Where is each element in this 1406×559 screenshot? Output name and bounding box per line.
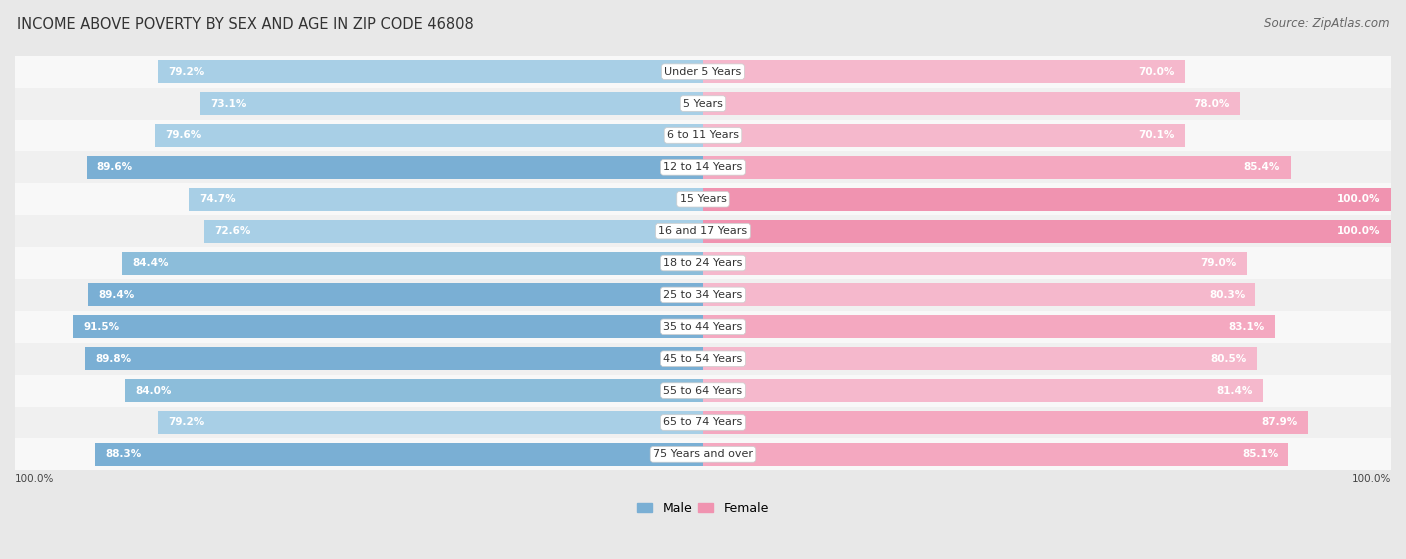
Text: 91.5%: 91.5% [84,322,120,332]
Bar [703,188,1391,211]
Text: 80.3%: 80.3% [1209,290,1246,300]
Bar [125,379,703,402]
Text: 55 to 64 Years: 55 to 64 Years [664,386,742,396]
Bar [155,124,703,147]
Bar [703,92,1240,115]
Bar [157,411,703,434]
Text: 89.8%: 89.8% [96,354,132,364]
Text: 100.0%: 100.0% [15,474,55,484]
Bar [15,120,1391,151]
Text: 84.4%: 84.4% [132,258,169,268]
Bar [86,347,703,370]
Text: 100.0%: 100.0% [1337,194,1381,204]
Text: 100.0%: 100.0% [1337,226,1381,236]
Text: Under 5 Years: Under 5 Years [665,67,741,77]
Bar [703,124,1185,147]
Text: 6 to 11 Years: 6 to 11 Years [666,130,740,140]
Text: 65 to 74 Years: 65 to 74 Years [664,418,742,428]
Text: 5 Years: 5 Years [683,98,723,108]
Text: INCOME ABOVE POVERTY BY SEX AND AGE IN ZIP CODE 46808: INCOME ABOVE POVERTY BY SEX AND AGE IN Z… [17,17,474,32]
Bar [703,283,1256,306]
Text: 85.4%: 85.4% [1244,162,1281,172]
Text: 74.7%: 74.7% [200,194,236,204]
Text: 83.1%: 83.1% [1229,322,1264,332]
Text: 15 Years: 15 Years [679,194,727,204]
Text: 16 and 17 Years: 16 and 17 Years [658,226,748,236]
Text: 80.5%: 80.5% [1211,354,1247,364]
Bar [122,252,703,274]
Text: 89.6%: 89.6% [97,162,134,172]
Bar [200,92,703,115]
Bar [703,347,1257,370]
Bar [703,156,1291,179]
Text: 78.0%: 78.0% [1192,98,1229,108]
Text: 18 to 24 Years: 18 to 24 Years [664,258,742,268]
Text: Source: ZipAtlas.com: Source: ZipAtlas.com [1264,17,1389,30]
Bar [703,220,1391,243]
Bar [15,343,1391,375]
Bar [15,88,1391,120]
Bar [703,252,1247,274]
Bar [703,443,1288,466]
Bar [15,151,1391,183]
Bar [87,156,703,179]
Text: 75 Years and over: 75 Years and over [652,449,754,459]
Bar [15,247,1391,279]
Text: 25 to 34 Years: 25 to 34 Years [664,290,742,300]
Text: 79.2%: 79.2% [169,418,205,428]
Bar [703,315,1275,338]
Bar [73,315,703,338]
Bar [15,183,1391,215]
Text: 79.0%: 79.0% [1199,258,1236,268]
Text: 81.4%: 81.4% [1216,386,1253,396]
Text: 87.9%: 87.9% [1261,418,1298,428]
Bar [204,220,703,243]
Bar [15,215,1391,247]
Text: 73.1%: 73.1% [211,98,247,108]
Bar [703,411,1308,434]
Bar [15,279,1391,311]
Text: 72.6%: 72.6% [214,226,250,236]
Text: 70.0%: 70.0% [1137,67,1174,77]
Text: 12 to 14 Years: 12 to 14 Years [664,162,742,172]
Bar [703,60,1185,83]
Text: 100.0%: 100.0% [1351,474,1391,484]
Bar [703,379,1263,402]
Text: 85.1%: 85.1% [1241,449,1278,459]
Text: 35 to 44 Years: 35 to 44 Years [664,322,742,332]
Bar [89,283,703,306]
Legend: Male, Female: Male, Female [633,497,773,520]
Text: 84.0%: 84.0% [135,386,172,396]
Bar [15,406,1391,438]
Text: 79.6%: 79.6% [166,130,202,140]
Bar [157,60,703,83]
Text: 88.3%: 88.3% [105,449,142,459]
Text: 89.4%: 89.4% [98,290,135,300]
Text: 79.2%: 79.2% [169,67,205,77]
Bar [15,56,1391,88]
Bar [188,188,703,211]
Bar [15,375,1391,406]
Bar [96,443,703,466]
Bar [15,438,1391,470]
Bar [15,311,1391,343]
Text: 45 to 54 Years: 45 to 54 Years [664,354,742,364]
Text: 70.1%: 70.1% [1139,130,1175,140]
